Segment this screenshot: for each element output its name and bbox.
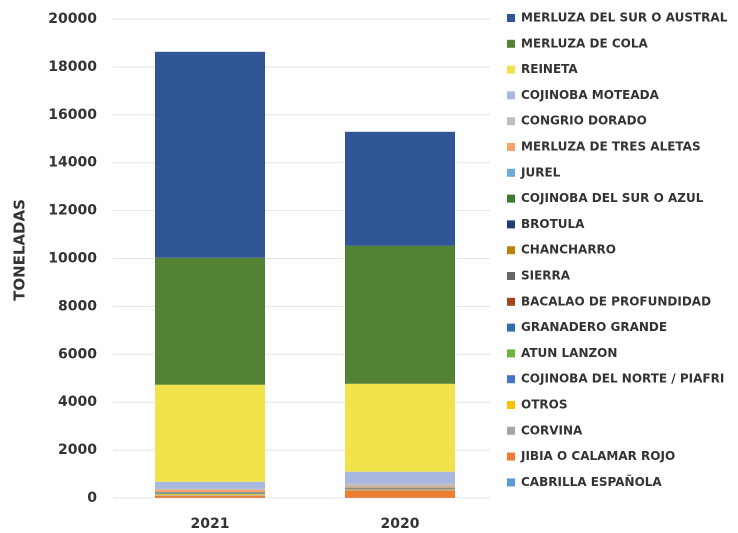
legend-label: BROTULA xyxy=(521,217,585,231)
legend-label: CORVINA xyxy=(521,423,583,437)
legend-label: CHANCHARRO xyxy=(521,243,616,257)
legend-swatch xyxy=(507,220,515,229)
legend-label: GRANADERO GRANDE xyxy=(521,320,667,334)
legend-label: COJINOBA MOTEADA xyxy=(521,88,660,102)
y-tick-label: 0 xyxy=(87,490,97,506)
bar-segment xyxy=(155,481,265,489)
y-tick-label: 18000 xyxy=(48,59,97,75)
legend-label: CABRILLA ESPAÑOLA xyxy=(521,474,662,489)
legend-label: REINETA xyxy=(521,62,578,76)
legend-swatch xyxy=(507,194,515,203)
bar-segment xyxy=(155,488,265,490)
legend-swatch xyxy=(507,272,515,280)
bar-segment xyxy=(345,383,455,472)
legend-swatch xyxy=(507,323,515,332)
legend-label: SIERRA xyxy=(521,269,571,283)
legend-swatch xyxy=(507,297,515,306)
bar-segment xyxy=(345,131,455,246)
legend-label: ATUN LANZON xyxy=(521,346,617,360)
y-tick-label: 20000 xyxy=(48,11,97,27)
legend-label: MERLUZA DE COLA xyxy=(521,36,648,50)
legend-swatch xyxy=(507,91,515,100)
y-tick-label: 4000 xyxy=(58,394,97,410)
legend-swatch xyxy=(507,14,515,22)
legend-label: MERLUZA DE TRES ALETAS xyxy=(521,140,701,154)
bar-segment xyxy=(345,486,455,488)
bar-segment xyxy=(345,245,455,384)
y-tick-label: 6000 xyxy=(58,346,97,362)
bar-segment xyxy=(155,51,265,258)
y-tick-label: 10000 xyxy=(48,251,97,267)
legend-swatch xyxy=(507,426,515,435)
y-axis-label: TONELADAS xyxy=(11,199,29,301)
legend-label: COJINOBA DEL SUR O AZUL xyxy=(521,191,704,205)
legend-swatch xyxy=(507,143,515,151)
bar-segment xyxy=(155,494,265,496)
legend-swatch xyxy=(507,65,515,74)
y-tick-label: 16000 xyxy=(48,107,97,123)
x-tick-label: 2021 xyxy=(191,516,230,532)
legend-swatch xyxy=(507,117,515,126)
x-tick-label: 2020 xyxy=(381,516,420,532)
legend-label: MERLUZA DEL SUR O AUSTRAL xyxy=(521,11,728,25)
bar-segment xyxy=(155,384,265,482)
legend-swatch xyxy=(507,452,515,461)
legend-swatch xyxy=(507,401,515,409)
legend-swatch xyxy=(507,375,515,384)
bar-segment xyxy=(155,495,265,496)
legend-label: CONGRIO DORADO xyxy=(521,114,647,128)
legend-label: OTROS xyxy=(521,398,567,412)
legend-swatch xyxy=(507,478,515,487)
legend-label: JIBIA O CALAMAR ROJO xyxy=(520,449,675,463)
bar-segment xyxy=(345,471,455,484)
bar-segment xyxy=(155,489,265,493)
legend-label: JUREL xyxy=(520,165,561,179)
y-tick-label: 12000 xyxy=(48,203,97,219)
bar-segment xyxy=(345,490,455,498)
y-tick-label: 14000 xyxy=(48,155,97,171)
legend-label: BACALAO DE PROFUNDIDAD xyxy=(521,294,711,308)
legend-swatch xyxy=(507,39,515,48)
legend-swatch xyxy=(507,168,515,177)
bar-segment xyxy=(155,495,265,498)
legend-swatch xyxy=(507,246,515,255)
bar-segment xyxy=(155,257,265,385)
y-tick-label: 8000 xyxy=(58,298,97,314)
bar-segment xyxy=(345,483,455,487)
legend-swatch xyxy=(507,349,515,358)
legend-label: COJINOBA DEL NORTE / PIAFRI xyxy=(521,372,724,386)
y-tick-label: 2000 xyxy=(58,442,97,458)
